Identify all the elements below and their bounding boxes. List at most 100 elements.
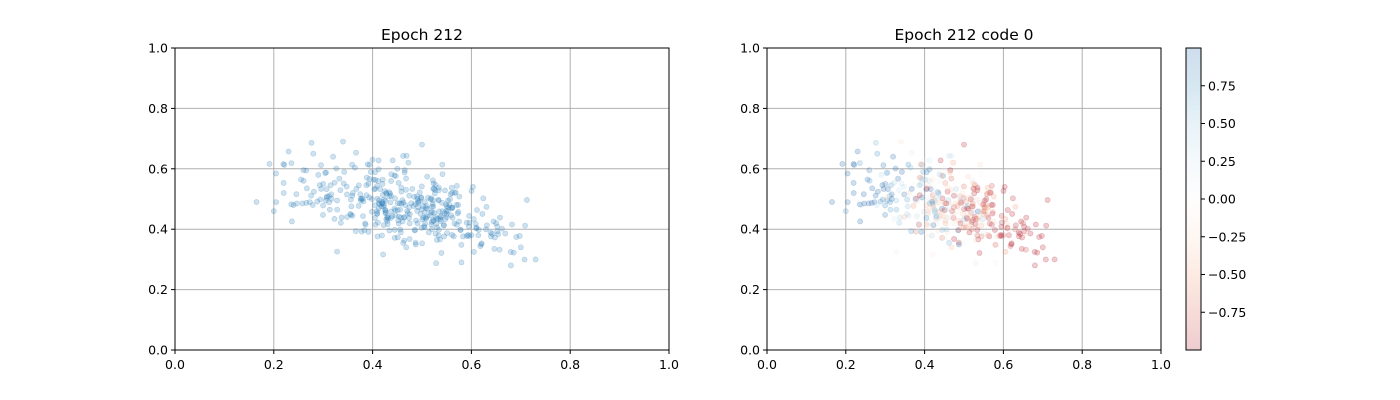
panel-title: Epoch 212 code 0	[894, 26, 1033, 44]
data-point	[961, 141, 967, 148]
data-point	[379, 192, 386, 198]
data-point	[303, 199, 310, 206]
data-point	[412, 241, 419, 248]
data-point	[929, 198, 936, 205]
data-point	[888, 191, 895, 198]
data-point	[374, 219, 381, 226]
data-point	[298, 176, 304, 183]
data-point	[904, 211, 911, 218]
data-point	[375, 166, 382, 173]
data-point	[905, 212, 912, 219]
data-point	[919, 161, 925, 168]
data-point	[850, 179, 857, 186]
data-point	[919, 176, 926, 182]
data-point	[418, 194, 424, 201]
data-point	[969, 226, 975, 233]
data-point	[466, 212, 472, 219]
data-point	[925, 233, 932, 240]
data-point	[406, 204, 413, 211]
data-point	[957, 193, 963, 200]
data-point	[985, 204, 991, 211]
data-point	[976, 218, 982, 224]
data-point	[483, 226, 489, 233]
data-point	[977, 208, 984, 215]
data-point	[931, 207, 938, 213]
data-point	[428, 226, 435, 233]
data-point	[491, 234, 498, 241]
data-point	[880, 196, 886, 203]
data-point	[403, 186, 409, 193]
data-point	[927, 200, 933, 207]
data-point	[960, 224, 967, 231]
data-point	[491, 245, 498, 252]
data-point	[964, 202, 971, 209]
data-point	[992, 241, 999, 248]
data-point	[970, 185, 976, 192]
colorbar-tick-label: 0.25	[1208, 154, 1236, 169]
data-point	[980, 203, 987, 210]
data-point	[974, 187, 981, 194]
data-point	[436, 208, 443, 215]
data-points	[829, 138, 1058, 269]
data-point	[947, 202, 954, 208]
data-point	[898, 180, 905, 187]
data-point	[976, 213, 983, 219]
data-point	[904, 203, 911, 210]
data-point	[323, 186, 330, 193]
data-point	[475, 232, 482, 239]
data-point	[458, 259, 465, 266]
data-point	[946, 237, 953, 244]
data-point	[982, 204, 988, 211]
data-point	[869, 185, 876, 192]
data-point	[1039, 232, 1045, 239]
data-point	[854, 148, 861, 155]
data-point	[924, 185, 930, 192]
data-point	[253, 199, 260, 205]
data-point	[369, 156, 376, 163]
data-point	[993, 233, 1000, 240]
data-point	[1044, 197, 1051, 203]
data-point	[331, 215, 338, 222]
data-point	[890, 153, 896, 160]
data-point	[990, 201, 996, 208]
data-point	[315, 171, 322, 178]
data-point	[322, 169, 329, 176]
data-point	[856, 160, 863, 166]
data-point	[288, 201, 295, 208]
data-point	[432, 214, 439, 220]
data-point	[387, 190, 394, 197]
data-point	[430, 185, 437, 192]
data-point	[334, 197, 340, 204]
data-point	[985, 190, 991, 196]
data-point	[357, 197, 364, 204]
data-point	[353, 149, 359, 156]
data-point	[1031, 248, 1038, 255]
data-point	[367, 169, 374, 175]
data-point	[421, 223, 428, 229]
data-point	[933, 213, 940, 220]
data-point	[975, 216, 982, 223]
data-point	[990, 208, 996, 215]
data-point	[968, 209, 975, 216]
y-tick-label: 1.0	[148, 41, 168, 56]
data-point	[971, 230, 978, 237]
data-point	[437, 218, 444, 224]
data-point	[376, 200, 383, 207]
scatter-panel-code: Epoch 212 code 0 0.0 0.2 0.4 0.6 0.8 1.0…	[740, 26, 1171, 372]
data-point	[931, 188, 938, 194]
data-point	[972, 215, 979, 222]
data-point	[443, 214, 450, 220]
data-point	[954, 193, 961, 200]
data-point	[465, 223, 472, 230]
data-point	[936, 208, 943, 215]
data-point	[352, 228, 359, 234]
data-point	[949, 208, 955, 214]
data-point	[463, 233, 470, 239]
data-point	[357, 191, 364, 198]
data-point	[395, 179, 402, 186]
data-point	[961, 206, 967, 212]
data-point	[392, 207, 399, 214]
data-point	[337, 187, 344, 193]
data-point	[460, 233, 466, 240]
x-tick-label: 0.2	[264, 357, 284, 372]
